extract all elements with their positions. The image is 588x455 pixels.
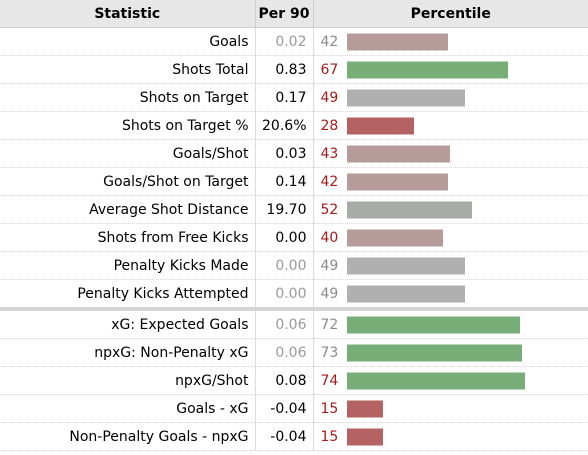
percentile-value: 74	[320, 372, 339, 389]
percentile-value: 67	[320, 61, 339, 78]
percentile-value: 15	[320, 400, 339, 417]
per90-value: 0.00	[255, 223, 314, 252]
percentile-bar	[346, 372, 525, 389]
percentile-cell: 40	[313, 223, 588, 252]
stat-name: Shots on Target	[0, 83, 256, 112]
stat-name: Average Shot Distance	[0, 195, 256, 224]
percentile-value: 72	[320, 316, 339, 333]
table-row: Non-Penalty Goals - npxG -0.04 15	[0, 422, 588, 451]
percentile-cell: 74	[313, 366, 588, 395]
per90-value: 0.14	[255, 167, 314, 196]
stat-name: Penalty Kicks Made	[0, 251, 256, 280]
stat-name: Goals/Shot on Target	[0, 167, 256, 196]
percentile-value: 42	[320, 173, 339, 190]
table-row: npxG/Shot 0.08 74	[0, 366, 588, 395]
per90-value: -0.04	[255, 422, 314, 451]
stats-body: Goals 0.02 42 Shots Total 0.83 67 Shots on Tar…	[0, 27, 588, 451]
percentile-value: 42	[320, 33, 339, 50]
percentile-bar	[346, 257, 465, 274]
stat-name: Shots Total	[0, 55, 256, 84]
header-statistic[interactable]: Statistic	[0, 0, 256, 28]
percentile-value: 52	[320, 201, 339, 218]
percentile-value: 49	[320, 257, 339, 274]
stat-name: Goals - xG	[0, 394, 256, 423]
header-percentile[interactable]: Percentile	[313, 0, 588, 28]
stat-name: Goals	[0, 27, 256, 56]
per90-value: 0.17	[255, 83, 314, 112]
percentile-bar	[346, 229, 443, 246]
percentile-cell: 52	[313, 195, 588, 224]
percentile-value: 73	[320, 344, 339, 361]
percentile-value: 28	[320, 117, 339, 134]
stat-name: npxG: Non-Penalty xG	[0, 338, 256, 367]
percentile-bar	[346, 173, 448, 190]
stat-name: Shots from Free Kicks	[0, 223, 256, 252]
percentile-cell: 43	[313, 139, 588, 168]
table-row: npxG: Non-Penalty xG 0.06 73	[0, 338, 588, 367]
per90-value: 0.00	[255, 251, 314, 280]
percentile-cell: 15	[313, 394, 588, 423]
percentile-cell: 67	[313, 55, 588, 84]
percentile-cell: 49	[313, 251, 588, 280]
percentile-bar	[346, 400, 383, 417]
table-row: Shots Total 0.83 67	[0, 55, 588, 84]
per90-value: 19.70	[255, 195, 314, 224]
percentile-cell: 49	[313, 279, 588, 310]
stat-name: Non-Penalty Goals - npxG	[0, 422, 256, 451]
per90-value: 0.06	[255, 338, 314, 367]
percentile-value: 49	[320, 285, 339, 302]
table-row: Average Shot Distance 19.70 52	[0, 195, 588, 224]
percentile-bar	[346, 344, 522, 361]
stat-name: Goals/Shot	[0, 139, 256, 168]
table-row: Shots from Free Kicks 0.00 40	[0, 223, 588, 252]
table-row: Goals - xG -0.04 15	[0, 394, 588, 423]
table-row: Penalty Kicks Made 0.00 49	[0, 251, 588, 280]
percentile-bar	[346, 33, 448, 50]
stat-name: Penalty Kicks Attempted	[0, 279, 256, 310]
percentile-bar	[346, 145, 450, 162]
table-row: Shots on Target % 20.6% 28	[0, 111, 588, 140]
per90-value: 20.6%	[255, 111, 314, 140]
percentile-value: 49	[320, 89, 339, 106]
per90-value: 0.06	[255, 307, 314, 339]
percentile-bar	[346, 89, 465, 106]
percentile-value: 40	[320, 229, 339, 246]
header-row: Statistic Per 90 Percentile	[0, 0, 588, 28]
per90-value: 0.08	[255, 366, 314, 395]
percentile-cell: 42	[313, 27, 588, 56]
stat-name: xG: Expected Goals	[0, 307, 256, 339]
per90-value: 0.02	[255, 27, 314, 56]
per90-value: -0.04	[255, 394, 314, 423]
table-row: Goals 0.02 42	[0, 27, 588, 56]
per90-value: 0.00	[255, 279, 314, 310]
stat-name: Shots on Target %	[0, 111, 256, 140]
stat-name: npxG/Shot	[0, 366, 256, 395]
table-row: xG: Expected Goals 0.06 72	[0, 307, 588, 339]
percentile-value: 15	[320, 428, 339, 445]
table-row: Shots on Target 0.17 49	[0, 83, 588, 112]
per90-value: 0.83	[255, 55, 314, 84]
per90-value: 0.03	[255, 139, 314, 168]
percentile-cell: 49	[313, 83, 588, 112]
table-row: Goals/Shot 0.03 43	[0, 139, 588, 168]
header-per90[interactable]: Per 90	[255, 0, 314, 28]
percentile-bar	[346, 117, 414, 134]
percentile-value: 43	[320, 145, 339, 162]
table-row: Penalty Kicks Attempted 0.00 49	[0, 279, 588, 310]
percentile-cell: 28	[313, 111, 588, 140]
percentile-cell: 42	[313, 167, 588, 196]
percentile-bar	[346, 285, 465, 302]
percentile-cell: 72	[313, 307, 588, 339]
percentile-bar	[346, 316, 520, 333]
percentile-cell: 73	[313, 338, 588, 367]
percentile-bar	[346, 61, 508, 78]
percentile-cell: 15	[313, 422, 588, 451]
percentile-bar	[346, 201, 472, 218]
table-row: Goals/Shot on Target 0.14 42	[0, 167, 588, 196]
percentile-bar	[346, 428, 383, 445]
